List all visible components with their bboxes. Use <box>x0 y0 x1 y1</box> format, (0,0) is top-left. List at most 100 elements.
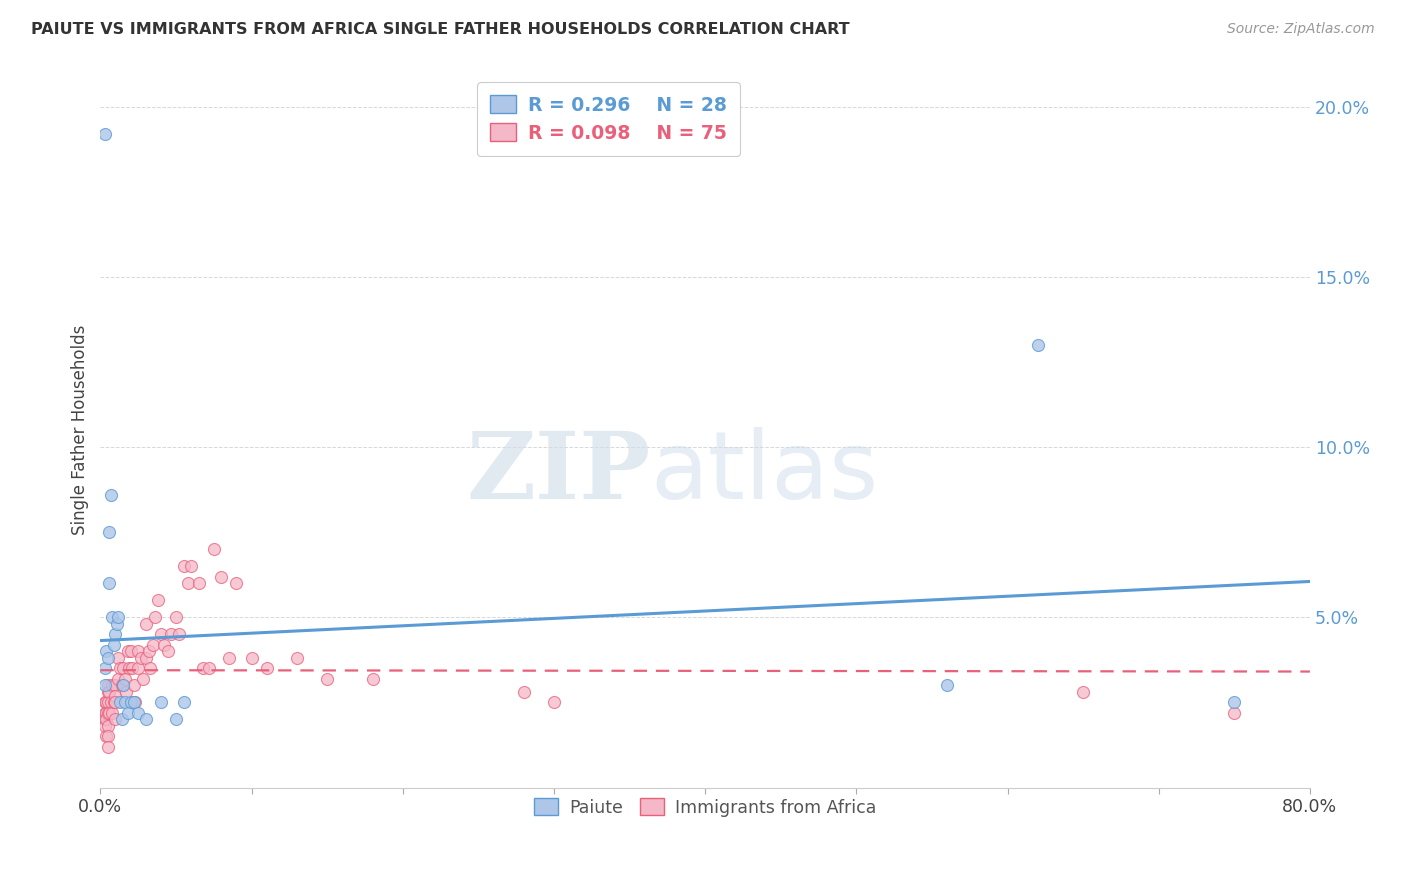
Point <box>165 610 187 624</box>
Point <box>173 559 195 574</box>
Point <box>105 617 128 632</box>
Point <box>114 696 136 710</box>
Point <box>97 651 120 665</box>
Point <box>139 661 162 675</box>
Point <box>187 576 209 591</box>
Point <box>117 644 139 658</box>
Point <box>103 638 125 652</box>
Point <box>936 678 959 692</box>
Point <box>96 644 118 658</box>
Point <box>149 627 172 641</box>
Point <box>108 661 131 675</box>
Text: Source: ZipAtlas.com: Source: ZipAtlas.com <box>1227 22 1375 37</box>
Point <box>94 127 117 141</box>
Point <box>361 672 384 686</box>
Point <box>94 678 117 692</box>
Point <box>96 696 118 710</box>
Point <box>129 651 152 665</box>
Point <box>146 593 169 607</box>
Point <box>240 651 263 665</box>
Point <box>104 627 127 641</box>
Point <box>97 696 120 710</box>
Point <box>1071 685 1094 699</box>
Point <box>98 685 121 699</box>
Point <box>110 713 132 727</box>
Point <box>104 713 127 727</box>
Point <box>101 610 124 624</box>
Point <box>177 576 200 591</box>
Text: ZIP: ZIP <box>467 428 651 518</box>
Point <box>160 627 183 641</box>
Point <box>142 638 165 652</box>
Point <box>191 661 214 675</box>
Point <box>165 713 187 727</box>
Point <box>121 661 143 675</box>
Point <box>97 730 120 744</box>
Point <box>112 678 135 692</box>
Point <box>97 739 120 754</box>
Point <box>138 644 160 658</box>
Point <box>135 617 157 632</box>
Point <box>153 638 176 652</box>
Point <box>104 689 127 703</box>
Point <box>122 696 145 710</box>
Point <box>112 678 135 692</box>
Point <box>173 696 195 710</box>
Point <box>118 661 141 675</box>
Point <box>94 706 117 720</box>
Point <box>94 661 117 675</box>
Point <box>122 678 145 692</box>
Point <box>167 627 190 641</box>
Point <box>135 713 157 727</box>
Point <box>110 678 132 692</box>
Point <box>143 610 166 624</box>
Point <box>100 488 122 502</box>
Point <box>108 696 131 710</box>
Legend: Paiute, Immigrants from Africa: Paiute, Immigrants from Africa <box>526 789 884 825</box>
Point <box>120 644 142 658</box>
Point <box>127 706 149 720</box>
Point <box>127 661 149 675</box>
Point <box>316 672 339 686</box>
Point <box>124 696 146 710</box>
Point <box>285 651 308 665</box>
Point <box>149 696 172 710</box>
Point <box>94 713 117 727</box>
Point <box>97 678 120 692</box>
Point <box>135 651 157 665</box>
Point <box>96 730 118 744</box>
Point <box>97 685 120 699</box>
Point <box>512 685 534 699</box>
Point <box>97 706 120 720</box>
Point <box>131 672 153 686</box>
Point <box>103 696 125 710</box>
Point <box>1026 338 1049 352</box>
Point <box>202 542 225 557</box>
Point <box>98 576 121 591</box>
Y-axis label: Single Father Households: Single Father Households <box>72 325 89 535</box>
Point <box>115 685 138 699</box>
Point <box>96 706 118 720</box>
Point <box>114 672 136 686</box>
Text: PAIUTE VS IMMIGRANTS FROM AFRICA SINGLE FATHER HOUSEHOLDS CORRELATION CHART: PAIUTE VS IMMIGRANTS FROM AFRICA SINGLE … <box>31 22 849 37</box>
Point <box>543 696 565 710</box>
Point <box>107 651 129 665</box>
Point <box>104 678 127 692</box>
Point <box>112 661 135 675</box>
Point <box>1223 706 1246 720</box>
Point <box>100 696 122 710</box>
Point <box>117 706 139 720</box>
Point <box>157 644 180 658</box>
Point <box>107 672 129 686</box>
Point <box>127 644 149 658</box>
Point <box>101 706 124 720</box>
Point <box>101 678 124 692</box>
Point <box>1223 696 1246 710</box>
Point <box>104 696 127 710</box>
Point <box>225 576 247 591</box>
Point <box>198 661 221 675</box>
Point <box>180 559 202 574</box>
Point <box>209 569 232 583</box>
Point <box>107 610 129 624</box>
Text: atlas: atlas <box>651 427 879 519</box>
